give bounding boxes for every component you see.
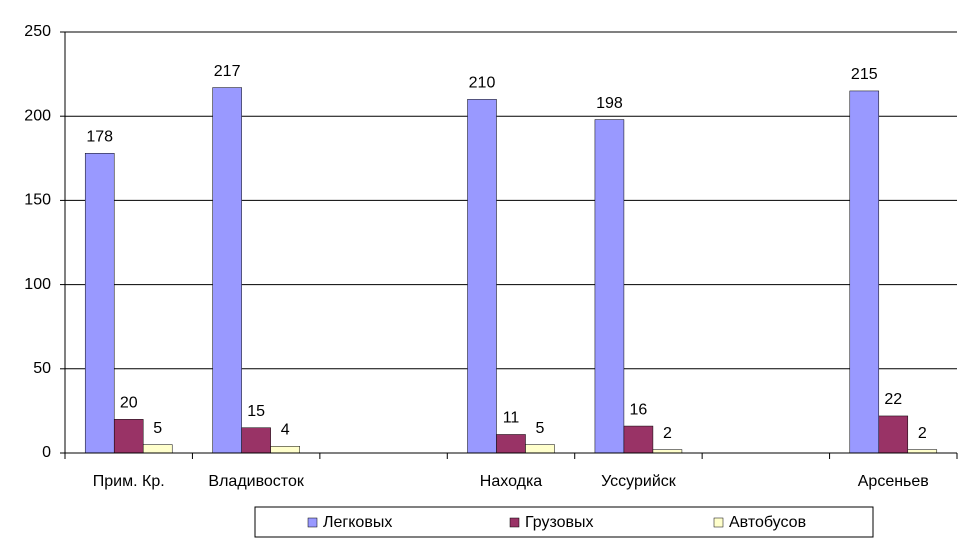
data-label: 210	[469, 75, 496, 92]
x-tick-label: Уссурийск	[601, 473, 677, 490]
bar	[878, 415, 909, 454]
y-tick-label: 200	[24, 107, 51, 124]
data-label: 4	[281, 421, 290, 438]
legend-label: Автобусов	[729, 514, 806, 531]
legend-label: Легковых	[323, 514, 392, 531]
bar	[594, 119, 625, 454]
data-label: 178	[86, 128, 113, 145]
bar	[623, 425, 654, 454]
bar	[907, 449, 938, 454]
data-label: 20	[120, 395, 138, 412]
bar	[84, 152, 115, 454]
data-label: 2	[918, 425, 927, 442]
bar	[113, 419, 144, 454]
legend-swatch	[509, 517, 520, 528]
data-label: 15	[247, 403, 265, 420]
data-label: 215	[851, 66, 878, 83]
y-tick-label: 150	[24, 192, 51, 209]
bar	[849, 90, 880, 454]
bar	[467, 99, 497, 454]
legend-swatch	[307, 517, 318, 528]
legend-label: Грузовых	[525, 514, 594, 531]
data-label: 198	[596, 95, 623, 112]
bar	[496, 434, 526, 454]
data-label: 5	[153, 420, 162, 437]
bar	[525, 444, 555, 454]
data-label: 2	[663, 425, 672, 442]
data-label: 5	[536, 420, 545, 437]
y-tick-label: 50	[33, 360, 51, 377]
data-label: 11	[503, 410, 520, 427]
legend	[254, 506, 874, 538]
bar	[142, 444, 173, 454]
bar	[241, 427, 271, 454]
x-tick-label: Владивосток	[208, 473, 304, 490]
bar	[652, 449, 683, 454]
x-tick-label: Прим. Кр.	[93, 473, 165, 490]
y-tick-label: 250	[24, 23, 51, 40]
x-tick-label: Арсеньев	[858, 473, 929, 490]
data-label: 16	[630, 401, 648, 418]
y-tick-label: 100	[24, 276, 51, 293]
x-tick-label: Находка	[480, 473, 543, 490]
bar	[212, 87, 242, 454]
bar	[270, 446, 300, 454]
data-label: 217	[214, 63, 241, 80]
y-tick-label: 0	[42, 444, 51, 461]
legend-swatch	[713, 517, 724, 528]
data-label: 22	[884, 391, 902, 408]
